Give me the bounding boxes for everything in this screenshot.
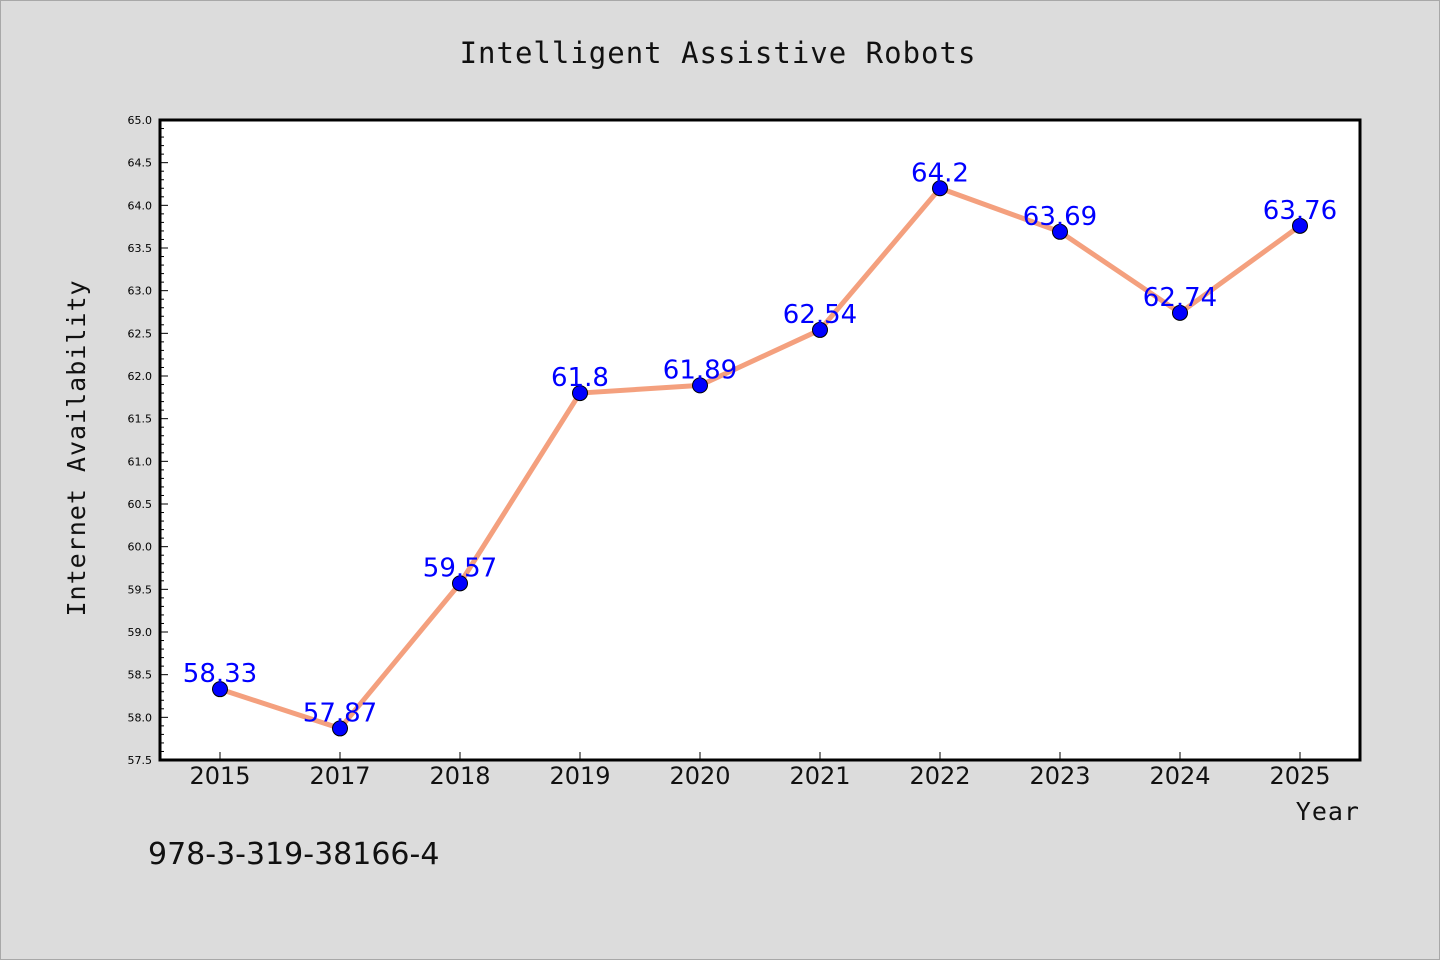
x-axis-label: Year xyxy=(1296,797,1360,826)
data-label: 61.8 xyxy=(551,363,609,393)
footer-id-text: 978-3-319-38166-4 xyxy=(148,837,439,872)
y-tick-label: 58.5 xyxy=(128,669,153,682)
y-tick-label: 65.0 xyxy=(128,114,153,127)
data-point xyxy=(932,180,948,197)
x-tick-label: 2022 xyxy=(909,762,970,790)
data-label: 58.33 xyxy=(183,659,257,689)
x-tick-label: 2023 xyxy=(1029,762,1090,790)
data-point xyxy=(212,681,228,698)
data-label: 64.2 xyxy=(911,158,969,188)
y-tick-label: 63.0 xyxy=(128,285,153,298)
x-tick-label: 2015 xyxy=(189,762,250,790)
data-point xyxy=(1172,304,1188,321)
x-tick-label: 2025 xyxy=(1269,762,1330,790)
x-tick-label: 2018 xyxy=(429,762,490,790)
x-tick-label: 2017 xyxy=(309,762,370,790)
chart-title: Intelligent Assistive Robots xyxy=(460,36,977,70)
y-axis: 57.5 58.0 58.5 59.0 59.5 60.0 60.5 61.0 61.5 62.0… xyxy=(128,114,168,767)
x-tick-label: 2024 xyxy=(1149,762,1210,790)
data-label: 63.76 xyxy=(1263,196,1337,226)
y-tick-label: 61.5 xyxy=(128,413,153,426)
series-line xyxy=(217,185,1303,731)
plot-area xyxy=(158,118,1362,762)
y-axis-label: Internet Availability xyxy=(62,279,91,616)
y-tick-label: 62.0 xyxy=(128,370,153,383)
y-tick-label: 64.5 xyxy=(128,157,153,170)
series-group: 58.33 57.87 59.57 61.8 61.89 62.54 64.2 63.69 62… xyxy=(183,158,1337,737)
y-tick-label: 61.0 xyxy=(128,455,153,468)
y-tick-label: 60.0 xyxy=(128,541,153,554)
data-label: 57.87 xyxy=(303,698,377,728)
data-label: 62.54 xyxy=(783,300,857,330)
y-tick-label: 62.5 xyxy=(128,327,153,340)
data-point xyxy=(1052,223,1068,240)
y-tick-label: 63.5 xyxy=(128,242,153,255)
x-axis: 2015 2017 2018 2019 2020 2021 2022 2023 2024 2025 xyxy=(189,752,1331,790)
data-label: 59.57 xyxy=(423,553,497,583)
y-tick-label: 64.0 xyxy=(128,199,153,212)
data-point xyxy=(332,720,348,737)
data-point xyxy=(692,377,708,394)
y-tick-label: 59.5 xyxy=(128,583,153,596)
data-point xyxy=(452,575,468,592)
x-tick-label: 2019 xyxy=(549,762,610,790)
data-point xyxy=(1292,217,1308,234)
x-tick-label: 2021 xyxy=(789,762,850,790)
y-tick-label: 60.5 xyxy=(128,498,153,511)
y-tick-label: 57.5 xyxy=(128,754,153,767)
data-label: 61.89 xyxy=(663,355,737,385)
y-tick-label: 58.0 xyxy=(128,711,153,724)
data-point xyxy=(812,321,828,338)
x-tick-label: 2020 xyxy=(669,762,730,790)
data-label: 63.69 xyxy=(1023,202,1097,232)
y-tick-label: 59.0 xyxy=(128,626,153,639)
data-point xyxy=(572,385,588,402)
data-label: 62.74 xyxy=(1143,283,1217,313)
